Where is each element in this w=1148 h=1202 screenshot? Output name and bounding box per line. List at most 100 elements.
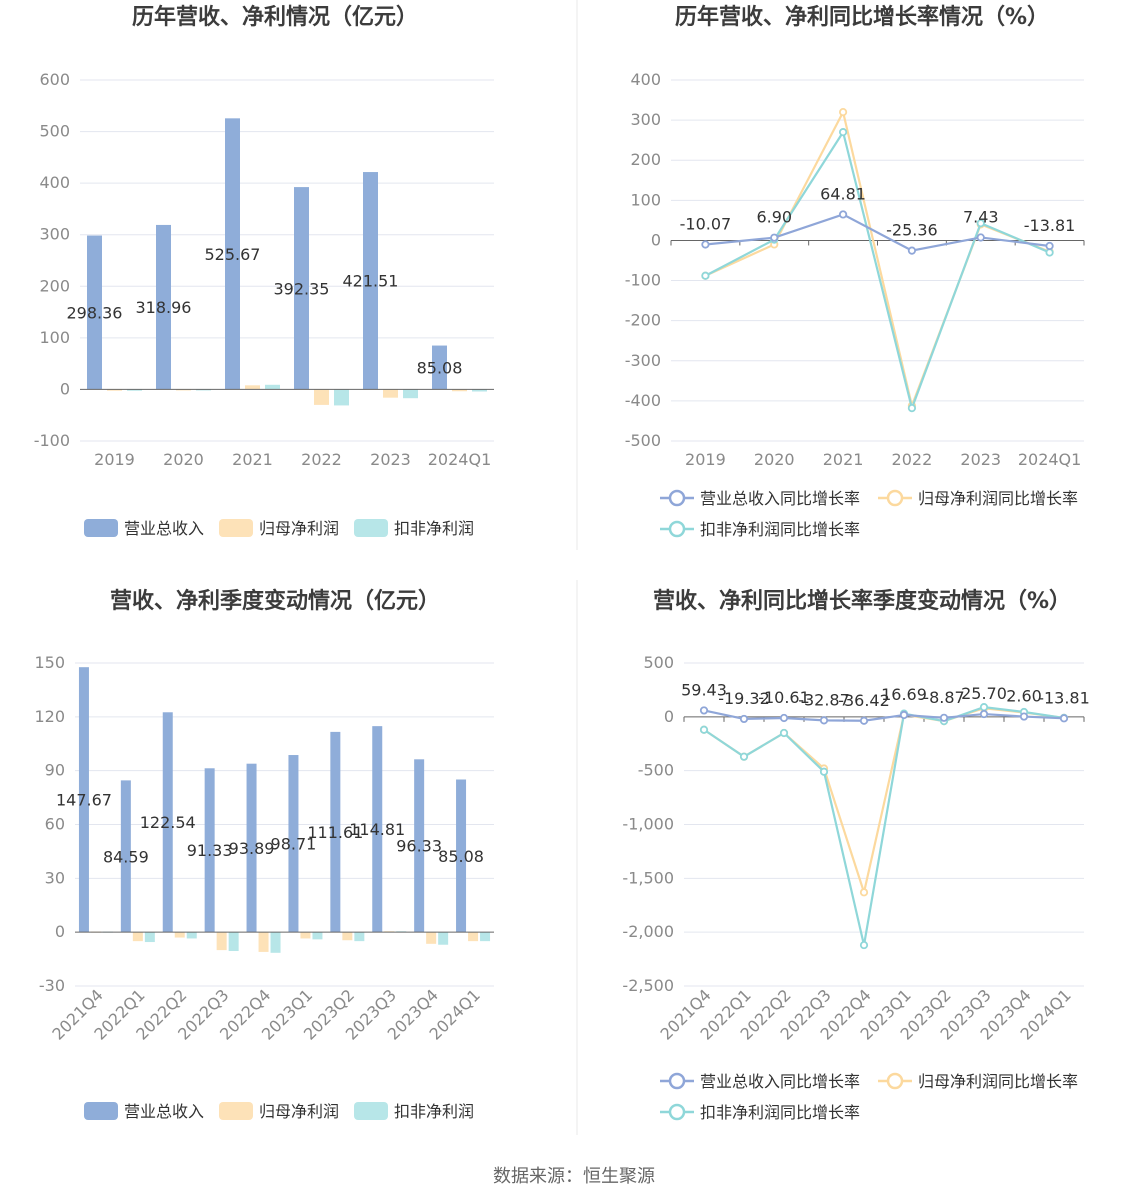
legend-label: 扣非净利润同比增长率 bbox=[700, 520, 860, 539]
data-label: 91.33 bbox=[187, 841, 233, 860]
bar bbox=[438, 932, 449, 945]
data-point bbox=[859, 716, 869, 725]
data-label: -32.87 bbox=[798, 690, 850, 709]
legend-label: 归母净利润同比增长率 bbox=[918, 489, 1078, 508]
legend-swatch bbox=[219, 1102, 253, 1120]
data-point bbox=[701, 240, 710, 249]
data-label: 96.33 bbox=[396, 837, 442, 856]
bar bbox=[294, 187, 309, 390]
data-point bbox=[770, 233, 779, 242]
data-label: 421.51 bbox=[343, 272, 399, 291]
bar bbox=[363, 172, 378, 390]
legend-marker bbox=[668, 489, 686, 507]
data-label: 64.81 bbox=[820, 184, 866, 203]
legend-label: 营业总收入同比增长率 bbox=[700, 1072, 860, 1091]
data-point bbox=[979, 709, 989, 719]
chart-annual-growth: 历年营收、净利同比增长率情况（%） -500 -400 -300 -200 -100 0 1… bbox=[625, 4, 1085, 539]
bar bbox=[246, 763, 257, 933]
x-tick-label: 2020 bbox=[163, 450, 204, 469]
legend-item: 营业总收入 bbox=[84, 1102, 204, 1121]
data-label: 85.08 bbox=[438, 847, 484, 866]
data-point bbox=[699, 725, 709, 734]
y-tick-label: -100 bbox=[34, 431, 70, 450]
bar bbox=[334, 389, 349, 406]
data-point bbox=[1019, 712, 1029, 721]
bar bbox=[245, 385, 260, 390]
legend-label: 归母净利润同比增长率 bbox=[918, 1072, 1078, 1091]
bar bbox=[300, 932, 311, 939]
data-point bbox=[979, 703, 989, 712]
series-line bbox=[703, 709, 1065, 722]
bar bbox=[120, 780, 131, 933]
legend-marker bbox=[668, 1072, 686, 1090]
y-tick-label: -2,000 bbox=[622, 922, 674, 941]
bar bbox=[372, 726, 383, 933]
data-label: -13.81 bbox=[1024, 216, 1076, 235]
legend-label: 营业总收入 bbox=[124, 1102, 204, 1121]
legend-label: 归母净利润 bbox=[259, 1102, 339, 1121]
legend-marker bbox=[886, 489, 904, 507]
x-tick-label: 2024Q1 bbox=[428, 450, 492, 469]
data-label: 392.35 bbox=[274, 279, 330, 298]
data-point bbox=[899, 710, 909, 720]
data-label: -10.07 bbox=[680, 214, 732, 233]
bar bbox=[426, 932, 437, 944]
chart-title: 营收、净利季度变动情况（亿元） bbox=[110, 588, 440, 614]
y-tick-label: 600 bbox=[39, 70, 70, 89]
legend-swatch bbox=[84, 1102, 118, 1120]
chart-quarterly-growth: 营收、净利同比增长率季度变动情况（%） -2,500 -2,000 -1,500 -1… bbox=[622, 588, 1089, 1122]
data-label: 98.71 bbox=[271, 835, 317, 854]
bar bbox=[314, 389, 329, 405]
legend-label: 归母净利润 bbox=[259, 519, 339, 538]
data-point bbox=[739, 714, 749, 724]
legend-label: 营业总收入 bbox=[124, 519, 204, 538]
x-tick-label: 2021 bbox=[232, 450, 273, 469]
y-tick-label: 120 bbox=[34, 707, 65, 726]
data-point bbox=[838, 128, 848, 137]
bar bbox=[176, 389, 191, 391]
y-tick-label: -100 bbox=[625, 271, 661, 290]
data-point bbox=[976, 233, 985, 242]
y-tick-label: 400 bbox=[39, 173, 70, 192]
data-label: 2.60 bbox=[1006, 687, 1042, 706]
y-tick-label: 90 bbox=[45, 761, 65, 780]
legend-label: 扣非净利润 bbox=[394, 1102, 474, 1121]
series-line bbox=[703, 706, 1065, 946]
plot-area: -500 -400 -300 -200 -100 0 100 200 300 400 2019 202… bbox=[625, 70, 1085, 539]
legend-item: 归母净利润同比增长率 bbox=[878, 489, 1078, 508]
data-point bbox=[779, 728, 789, 738]
plot-area: -100 0 100 200 300 400 500 600 2019 2020 2021 2022 2… bbox=[34, 70, 494, 538]
data-label: -36.42 bbox=[838, 691, 890, 710]
y-tick-label: 500 bbox=[39, 122, 70, 141]
data-point bbox=[838, 107, 848, 117]
plot-area: -3003060901201502021Q42022Q12022Q22022Q3… bbox=[34, 653, 494, 1121]
legend-label: 营业总收入同比增长率 bbox=[700, 489, 860, 508]
data-point bbox=[907, 246, 917, 255]
y-tick-label: -2,500 bbox=[622, 976, 674, 995]
y-tick-label: 100 bbox=[630, 190, 661, 209]
bar bbox=[144, 932, 155, 943]
data-label: -25.36 bbox=[886, 221, 938, 240]
y-tick-label: 300 bbox=[630, 110, 661, 129]
bar bbox=[354, 932, 365, 942]
chart-annual-values: 历年营收、净利情况（亿元） -100 0 100 200 300 400 500 600 201… bbox=[34, 4, 494, 538]
bar bbox=[456, 779, 467, 933]
chart-title: 历年营收、净利同比增长率情况（%） bbox=[675, 4, 1049, 30]
x-tick-label: 2022 bbox=[301, 450, 342, 469]
plot-area: -2,500-2,000-1,500-1,000-50005002021Q420… bbox=[622, 653, 1089, 1122]
data-label: -8.87 bbox=[923, 688, 964, 707]
bar bbox=[127, 389, 142, 391]
legend-item: 归母净利润同比增长率 bbox=[878, 1072, 1078, 1091]
legend-marker bbox=[668, 1103, 686, 1121]
y-tick-label: 150 bbox=[34, 653, 65, 672]
data-label: -19.32 bbox=[718, 689, 770, 708]
y-tick-label: 100 bbox=[39, 328, 70, 347]
bar bbox=[204, 768, 215, 933]
legend-item: 扣非净利润同比增长率 bbox=[660, 1103, 860, 1122]
y-tick-label: -300 bbox=[625, 351, 661, 370]
bar bbox=[468, 932, 479, 942]
y-tick-label: 500 bbox=[643, 653, 674, 672]
bar bbox=[87, 235, 102, 390]
data-point bbox=[976, 219, 985, 228]
bar bbox=[156, 224, 171, 390]
